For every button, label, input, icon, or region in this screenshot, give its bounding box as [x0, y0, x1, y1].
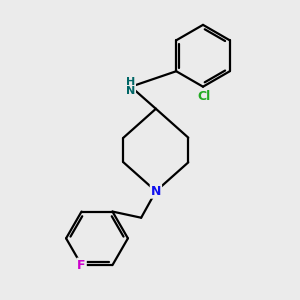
Text: F: F	[77, 259, 86, 272]
Text: N: N	[151, 185, 161, 198]
Text: H
N: H N	[126, 77, 136, 96]
Text: Cl: Cl	[198, 90, 211, 103]
